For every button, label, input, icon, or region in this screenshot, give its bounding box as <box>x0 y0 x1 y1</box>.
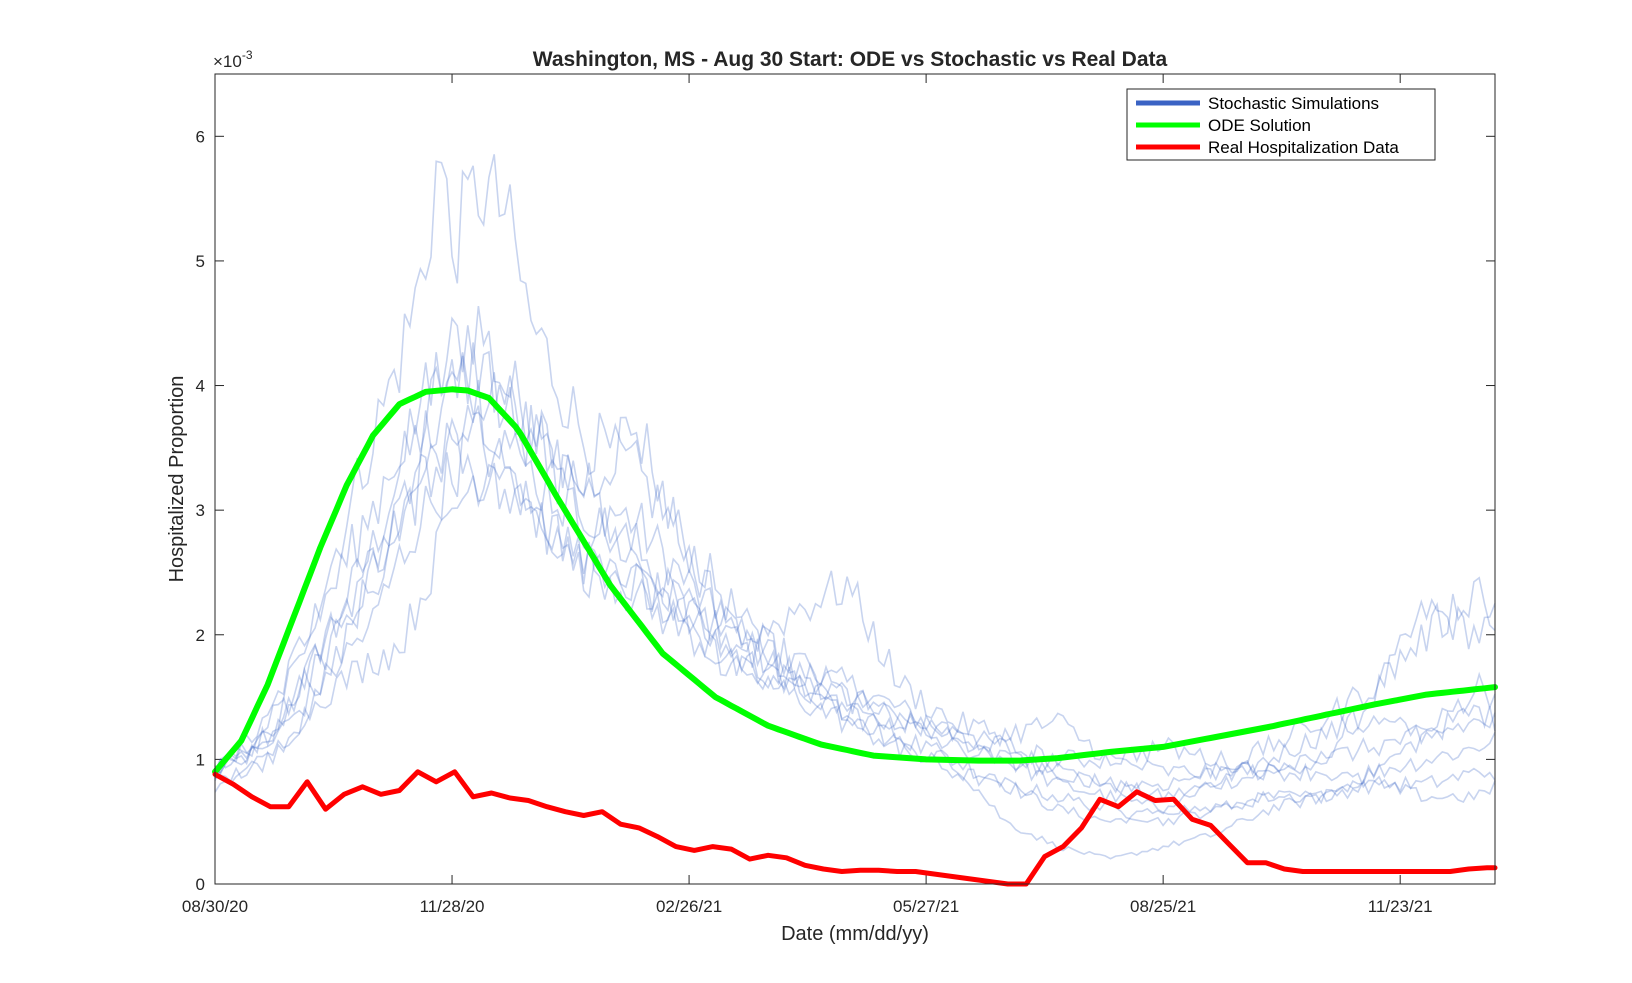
y-tick-label: 1 <box>196 750 205 769</box>
x-tick-label: 11/23/21 <box>1368 897 1433 916</box>
stochastic-simulations-group <box>214 154 1496 860</box>
y-axis-exponent-base: ×10 <box>213 52 242 71</box>
stochastic-simulation-line <box>214 405 1496 827</box>
x-tick-label: 08/30/20 <box>182 897 248 916</box>
real-hospitalization-line <box>212 769 1498 887</box>
stochastic-simulation-line <box>214 352 1496 804</box>
y-axis-exponent: ×10-3 <box>213 48 253 71</box>
y-tick-label: 2 <box>196 626 205 645</box>
stochastic-simulation-line <box>214 154 1496 825</box>
x-tick-label: 02/26/21 <box>656 897 722 916</box>
legend-label-stochastic: Stochastic Simulations <box>1208 94 1379 113</box>
stochastic-simulation-line <box>214 305 1496 802</box>
y-axis-label: Hospitalized Proportion <box>166 376 188 583</box>
chart-title: Washington, MS - Aug 30 Start: ODE vs St… <box>533 48 1168 71</box>
y-tick-label: 0 <box>196 875 205 894</box>
stochastic-simulation-line <box>214 416 1496 794</box>
y-tick-label: 4 <box>196 377 205 396</box>
y-tick-label: 6 <box>196 127 205 146</box>
x-axis-label: Date (mm/dd/yy) <box>781 923 929 945</box>
stochastic-simulation-line <box>214 342 1496 816</box>
y-axis-exponent-power: -3 <box>242 48 253 62</box>
x-tick-label: 11/28/20 <box>420 897 485 916</box>
legend: Stochastic Simulations ODE Solution Real… <box>1126 88 1436 161</box>
y-tick-label: 3 <box>196 501 205 520</box>
plot-background <box>215 74 1495 884</box>
stochastic-simulation-line <box>214 463 1496 783</box>
ode-solution-group <box>212 386 1498 775</box>
y-tick-label: 5 <box>196 252 205 271</box>
real-data-group <box>212 769 1498 887</box>
x-tick-label: 05/27/21 <box>893 897 959 916</box>
stochastic-simulation-line <box>214 379 1496 860</box>
ode-solution-line <box>212 386 1498 775</box>
legend-label-real: Real Hospitalization Data <box>1208 138 1399 157</box>
plot-frame <box>214 73 1496 885</box>
y-axis-ticks: 0 1 2 3 4 5 6 <box>196 127 1495 894</box>
x-axis-ticks: 08/30/20 11/28/20 02/26/21 05/27/21 08/25/21… <box>182 74 1433 916</box>
x-tick-label: 08/25/21 <box>1130 897 1196 916</box>
legend-label-ode: ODE Solution <box>1208 116 1311 135</box>
plot-area: 0 1 2 3 4 5 6 08/30/20 11/28/20 02/26/21 05/27/21… <box>182 73 1498 916</box>
